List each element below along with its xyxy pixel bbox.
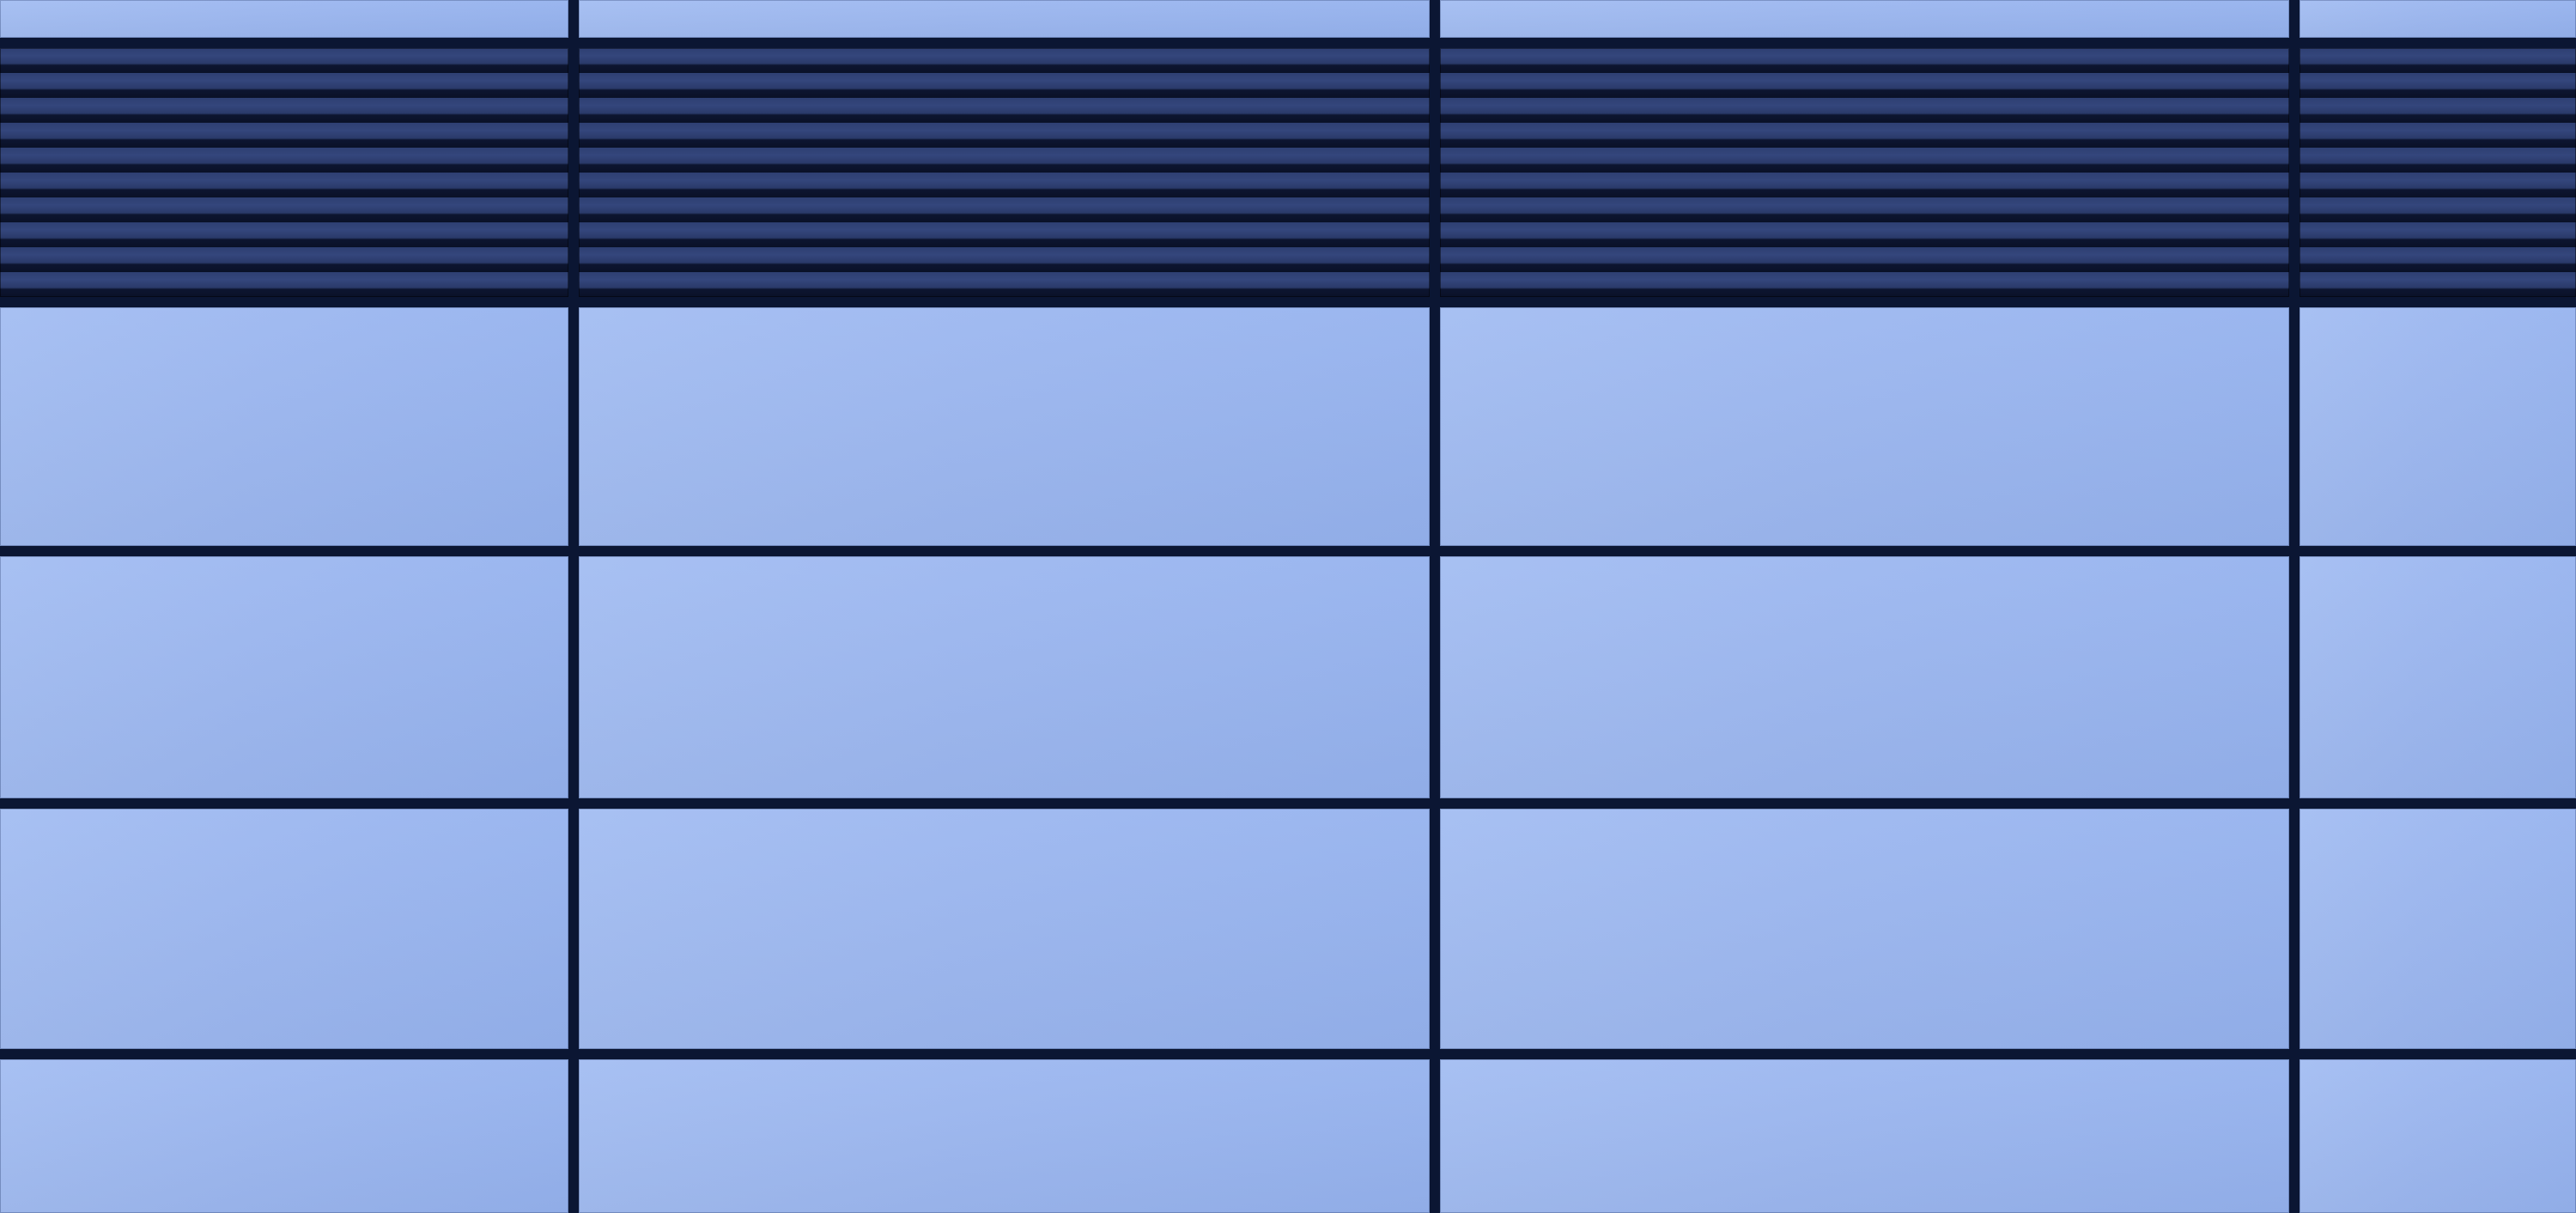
- cladding-panel: [1440, 809, 2289, 1049]
- vertical-seam: [568, 0, 579, 1213]
- cladding-panel: [0, 307, 568, 546]
- horizontal-seam: [0, 798, 2576, 809]
- cladding-panel: [0, 1059, 568, 1213]
- louver-panel: [1440, 48, 2289, 297]
- cladding-panel: [0, 809, 568, 1049]
- cladding-panel: [2300, 1059, 2576, 1213]
- cladding-panel: [1440, 0, 2289, 38]
- cladding-panel: [2300, 556, 2576, 798]
- cladding-panel: [2300, 0, 2576, 38]
- horizontal-seam: [0, 546, 2576, 556]
- cladding-panel: [2300, 809, 2576, 1049]
- cladding-panel: [579, 556, 1430, 798]
- cladding-panel: [579, 809, 1430, 1049]
- horizontal-seam: [0, 297, 2576, 307]
- cladding-panel: [2300, 307, 2576, 546]
- vertical-seam: [2289, 0, 2300, 1213]
- cladding-panel: [0, 556, 568, 798]
- cladding-panel: [1440, 307, 2289, 546]
- cladding-panel: [579, 0, 1430, 38]
- louver-panel: [2300, 48, 2576, 297]
- vertical-seam: [1430, 0, 1440, 1213]
- cladding-panel: [579, 307, 1430, 546]
- louver-panel: [579, 48, 1430, 297]
- louver-panel: [0, 48, 568, 297]
- cladding-panel: [1440, 556, 2289, 798]
- horizontal-seam: [0, 38, 2576, 48]
- cladding-panel: [1440, 1059, 2289, 1213]
- cladding-panel: [579, 1059, 1430, 1213]
- horizontal-seam: [0, 1049, 2576, 1059]
- cladding-panel: [0, 0, 568, 38]
